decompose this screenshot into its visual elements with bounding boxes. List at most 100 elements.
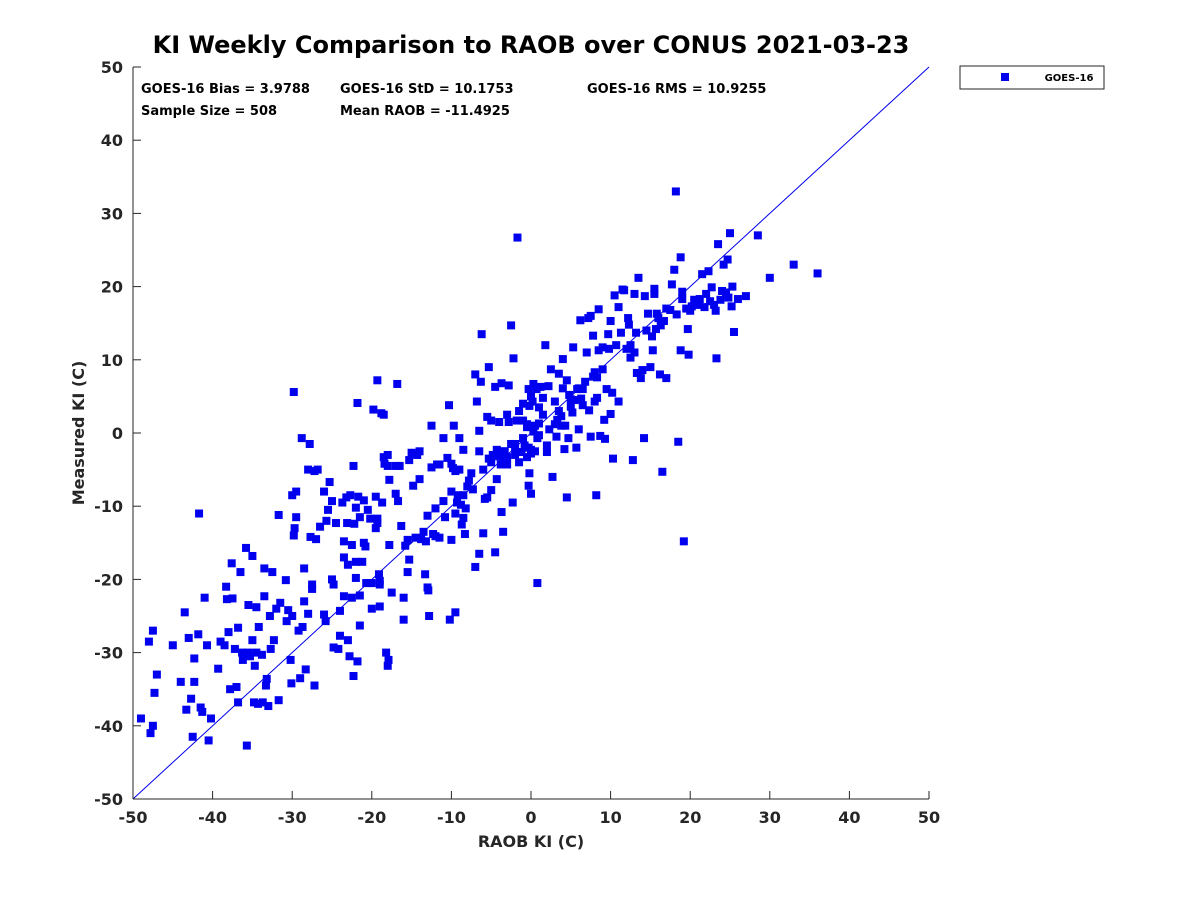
data-point (558, 384, 567, 393)
data-point (640, 434, 649, 443)
data-point (349, 461, 358, 470)
data-point (678, 295, 687, 304)
data-point (608, 454, 617, 463)
data-point (676, 253, 685, 262)
data-point (447, 487, 456, 496)
data-point (367, 579, 376, 588)
data-point (290, 524, 299, 533)
data-point (719, 260, 728, 269)
data-point (261, 681, 270, 690)
data-point (182, 705, 191, 714)
data-point (366, 514, 375, 523)
data-point (581, 377, 590, 386)
data-point (614, 397, 623, 406)
data-point (674, 437, 683, 446)
y-tick-label: -10 (94, 497, 123, 516)
data-point (650, 289, 659, 298)
data-point (507, 321, 516, 330)
data-point (451, 509, 460, 518)
data-point (733, 295, 742, 304)
data-point (694, 300, 703, 309)
data-point (421, 570, 430, 579)
data-point (655, 370, 664, 379)
stat-sample-size: Sample Size = 508 (141, 104, 277, 119)
data-point (626, 353, 635, 362)
data-point (606, 317, 615, 326)
data-point (246, 652, 255, 661)
data-point (656, 321, 665, 330)
data-point (667, 280, 676, 289)
data-point (325, 478, 334, 487)
data-point (371, 492, 380, 501)
data-point (728, 282, 737, 291)
data-point (542, 448, 551, 457)
data-point (495, 452, 504, 461)
data-point (347, 540, 356, 549)
data-point (646, 363, 655, 372)
data-point (698, 270, 707, 279)
data-point (351, 557, 360, 566)
data-point (488, 450, 497, 459)
data-point (248, 551, 257, 560)
data-point (683, 325, 692, 334)
y-tick-label: -40 (94, 717, 123, 736)
data-point (672, 310, 681, 319)
data-point (391, 489, 400, 498)
data-point (562, 376, 571, 385)
data-point (375, 602, 384, 611)
data-point (527, 489, 535, 498)
data-point (517, 448, 526, 457)
data-point (354, 492, 363, 501)
x-tick-label: 20 (679, 808, 701, 827)
data-point (359, 496, 368, 505)
data-point (281, 576, 290, 585)
data-point (704, 267, 713, 276)
x-tick-label: -50 (119, 808, 148, 827)
data-point (351, 503, 360, 512)
data-point (716, 295, 725, 304)
data-point (676, 346, 685, 355)
data-point (353, 657, 362, 666)
data-point (375, 580, 384, 589)
data-point (403, 568, 412, 577)
data-point (411, 533, 420, 542)
y-tick-label: -50 (94, 790, 123, 809)
data-point (464, 476, 473, 485)
data-point (511, 439, 520, 448)
data-point (451, 608, 460, 617)
data-point (262, 674, 271, 683)
data-point (339, 592, 348, 601)
y-axis-title: Measured KI (C) (69, 361, 88, 506)
data-point (198, 707, 207, 716)
data-point (558, 355, 567, 364)
legend-box (959, 65, 1105, 90)
data-point (471, 370, 480, 379)
data-point (343, 519, 352, 528)
data-point (367, 604, 376, 613)
data-point (378, 498, 387, 507)
data-point (670, 265, 679, 274)
data-point (346, 491, 355, 500)
data-point (561, 421, 570, 430)
data-point (351, 573, 360, 582)
data-point (248, 636, 257, 645)
data-point (445, 615, 454, 624)
data-point (190, 654, 199, 663)
data-point (136, 714, 145, 723)
data-point (439, 497, 448, 506)
data-point (463, 482, 472, 491)
data-point (355, 591, 364, 600)
data-point (373, 514, 382, 523)
data-point (548, 472, 557, 481)
data-point (289, 531, 298, 540)
data-point (304, 609, 313, 618)
data-point (449, 421, 458, 430)
data-point (264, 702, 273, 711)
data-point (339, 553, 348, 562)
data-point (383, 461, 392, 470)
data-point (513, 233, 522, 242)
data-point (654, 314, 663, 323)
x-tick-label: -20 (357, 808, 386, 827)
data-point (538, 410, 547, 419)
data-point (560, 445, 569, 454)
